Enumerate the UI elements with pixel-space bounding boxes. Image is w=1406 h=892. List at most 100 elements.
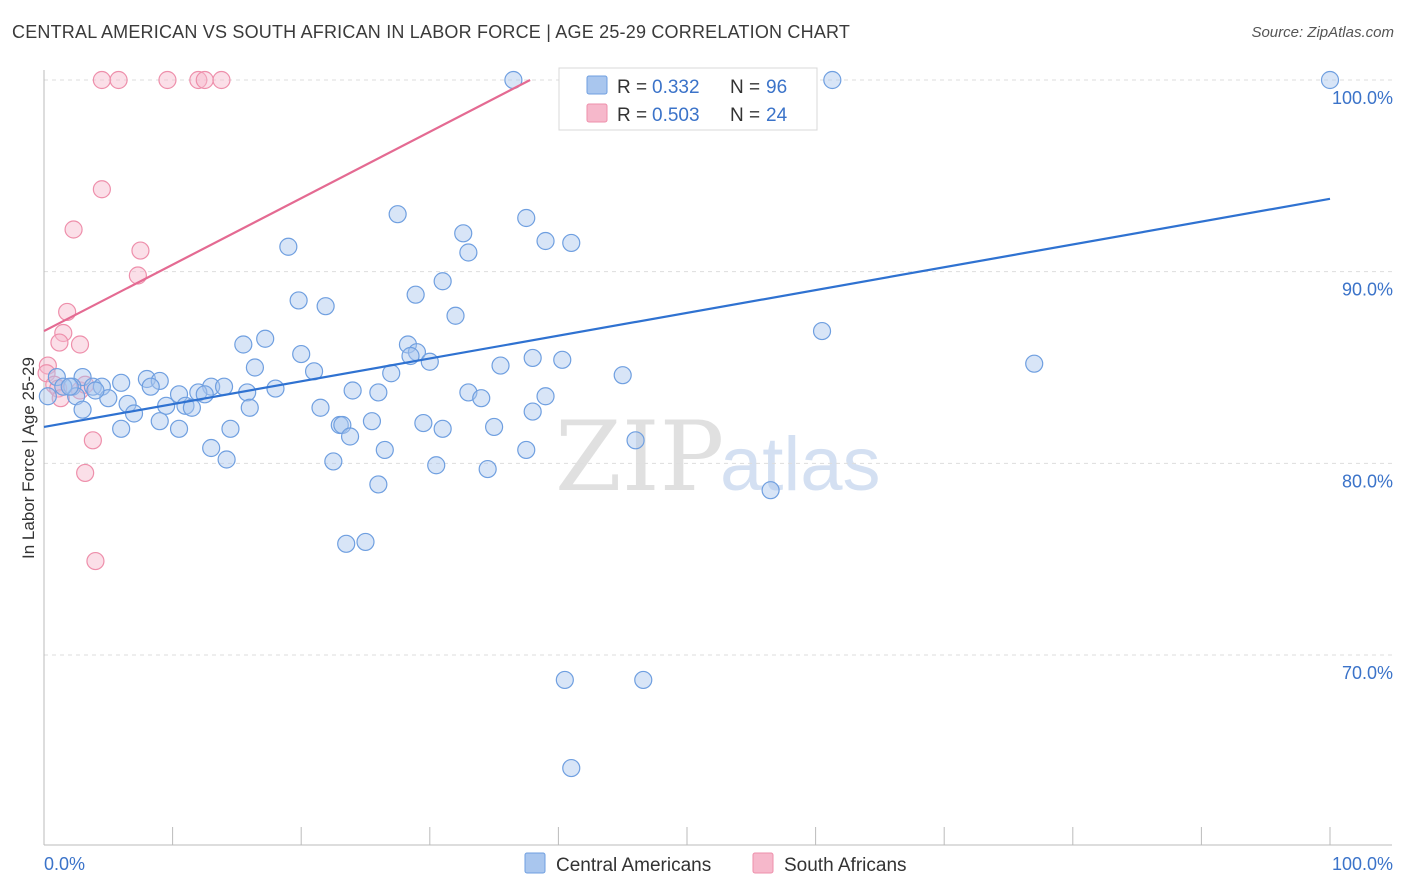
- gridlines: [44, 79, 1392, 656]
- central-american-point-63: [311, 398, 330, 417]
- central-american-point-89: [356, 532, 375, 552]
- central-american-point-33: [613, 366, 632, 385]
- legend-r-label-pink: R =: [617, 105, 647, 126]
- central-american-point-84: [427, 456, 446, 475]
- central-american-point-18: [812, 321, 832, 341]
- watermark-zip: ZIP: [555, 401, 724, 513]
- central-american-point-73: [221, 419, 240, 438]
- central-american-point-81: [517, 440, 536, 460]
- central-american-point-76: [112, 419, 131, 438]
- watermark-atlas: atlas: [720, 422, 881, 507]
- central-americans-trend-line: [43, 197, 1331, 428]
- south-african-point-21: [83, 431, 102, 450]
- legend-n-value-pink: 24: [766, 105, 788, 126]
- central-american-point-46: [343, 381, 362, 400]
- central-american-point-83: [324, 452, 343, 471]
- south-african-point-1: [109, 70, 128, 90]
- south-african-point-2: [158, 70, 177, 90]
- trend-lines: [43, 79, 1331, 428]
- central-american-point-3: [823, 70, 842, 90]
- central-american-point-53: [536, 387, 555, 406]
- south-africans-points: [37, 70, 231, 571]
- central-american-point-11: [279, 237, 298, 256]
- central-american-point-29: [1025, 354, 1044, 373]
- central-american-point-42: [141, 377, 160, 396]
- y-tick-label-1: 80.0%: [1342, 471, 1393, 491]
- central-american-point-95: [86, 381, 105, 400]
- central-american-point-17: [446, 306, 465, 325]
- south-african-point-23: [86, 551, 105, 571]
- central-american-point-9: [536, 231, 555, 251]
- legend-swatch-blue: [586, 75, 608, 95]
- legend-r-value-blue: 0.332: [652, 77, 700, 98]
- legend-n-value-blue: 96: [766, 77, 787, 98]
- central-american-point-28: [491, 356, 510, 375]
- central-american-point-4: [1320, 70, 1340, 90]
- south-african-point-13: [70, 335, 90, 354]
- central-american-point-22: [292, 344, 311, 364]
- y-tick-label-0: 70.0%: [1342, 663, 1393, 683]
- central-american-point-15: [289, 291, 308, 310]
- south-african-point-3: [189, 70, 208, 90]
- central-american-point-80: [375, 440, 394, 460]
- y-axis-title: In Labor Force | Age 25-29: [19, 357, 38, 559]
- central-american-point-16: [316, 297, 335, 316]
- central-american-point-77: [340, 427, 360, 446]
- chart-title: CENTRAL AMERICAN VS SOUTH AFRICAN IN LAB…: [12, 22, 851, 42]
- central-american-point-79: [202, 438, 221, 458]
- central-american-point-26: [523, 348, 542, 368]
- central-american-point-14: [406, 285, 425, 304]
- south-african-point-5: [212, 70, 231, 90]
- central-american-point-62: [240, 398, 259, 417]
- south-african-point-11: [54, 323, 73, 343]
- central-american-point-38: [112, 373, 131, 392]
- central-american-point-68: [150, 412, 169, 431]
- central-american-point-37: [150, 371, 169, 391]
- central-american-point-27: [553, 350, 572, 369]
- central-american-point-69: [414, 413, 433, 433]
- bottom-legend: Central Americans South Africans: [524, 852, 907, 876]
- bottom-legend-swatch-central-americans: [524, 852, 546, 874]
- x-tick-labels: 0.0% 100.0%: [44, 854, 1393, 874]
- central-american-point-74: [433, 419, 452, 438]
- south-african-point-12: [50, 333, 69, 352]
- central-american-point-8: [454, 224, 473, 243]
- central-american-point-25: [420, 352, 439, 371]
- central-american-point-78: [626, 431, 645, 450]
- central-americans-points: [38, 70, 1340, 778]
- central-american-point-54: [472, 389, 491, 408]
- central-american-point-6: [388, 205, 407, 224]
- central-american-point-55: [38, 387, 57, 406]
- central-american-point-45: [266, 379, 285, 398]
- x-tick-label-1: 100.0%: [1332, 854, 1393, 874]
- south-african-point-22: [76, 463, 95, 483]
- central-american-point-64: [523, 402, 542, 421]
- bottom-legend-south-africans: South Africans: [784, 855, 907, 876]
- south-african-point-7: [64, 220, 83, 239]
- y-tick-label-3: 100.0%: [1332, 88, 1393, 108]
- central-american-point-85: [478, 459, 497, 479]
- central-american-point-90: [555, 670, 574, 690]
- south-african-point-10: [58, 302, 77, 322]
- central-american-point-92: [562, 758, 581, 778]
- central-american-point-65: [124, 404, 144, 423]
- central-american-point-67: [362, 412, 382, 431]
- central-american-point-87: [761, 481, 780, 500]
- central-american-point-61: [182, 398, 201, 417]
- central-american-point-49: [189, 383, 208, 402]
- central-american-point-91: [634, 670, 653, 690]
- legend: R = 0.332 N = 96 R = 0.503 N = 24: [558, 67, 818, 131]
- south-african-point-6: [92, 180, 111, 199]
- central-american-point-20: [234, 335, 253, 354]
- legend-n-label-pink: N =: [730, 105, 760, 126]
- bottom-legend-central-americans: Central Americans: [556, 855, 711, 876]
- central-american-point-94: [60, 377, 79, 396]
- bottom-legend-swatch-south-africans: [752, 852, 774, 874]
- y-tick-label-2: 90.0%: [1342, 280, 1393, 300]
- source-credit: Source: ZipAtlas.com: [1251, 24, 1394, 41]
- y-tick-labels: 70.0% 80.0% 90.0% 100.0%: [1332, 88, 1393, 683]
- central-american-point-82: [217, 450, 236, 469]
- central-american-point-75: [485, 417, 504, 437]
- south-african-point-8: [131, 241, 150, 260]
- central-american-point-34: [47, 367, 66, 387]
